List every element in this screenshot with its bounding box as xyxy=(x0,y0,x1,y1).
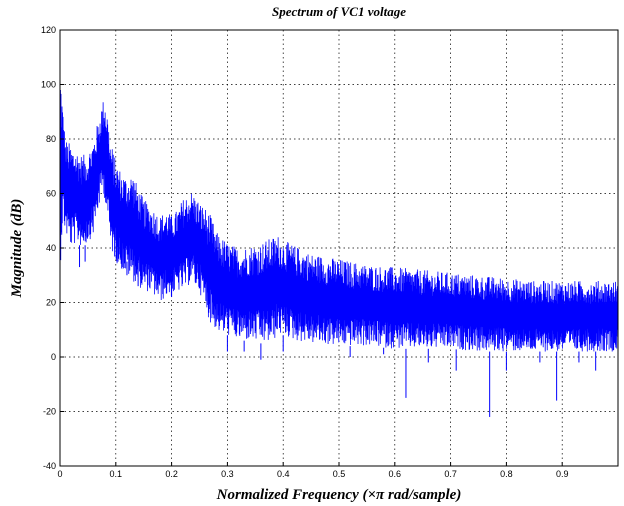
x-tick-label: 0.9 xyxy=(556,469,569,479)
x-tick-label: 0.3 xyxy=(221,469,234,479)
spectrum-series-line xyxy=(59,81,619,352)
x-tick-label: 0.2 xyxy=(165,469,178,479)
x-tick-label: 0.1 xyxy=(110,469,123,479)
axes-frame xyxy=(59,29,619,467)
axis-ticks: 0 0.1 0.2 0.3 0.4 0.5 0.6 0.7 0.8 0.9 -40 -20 0 20 40 6… xyxy=(41,25,568,479)
x-tick-label: 0.6 xyxy=(389,469,402,479)
y-tick-label: 120 xyxy=(41,25,56,35)
y-tick-label: 20 xyxy=(46,298,56,308)
y-tick-label: 100 xyxy=(41,80,56,90)
x-tick-label: 0.4 xyxy=(277,469,290,479)
plot-area xyxy=(59,81,619,417)
y-axis-label: Magnitude (dB) xyxy=(9,199,25,299)
y-tick-label: 80 xyxy=(46,134,56,144)
x-tick-label: 0.7 xyxy=(444,469,457,479)
y-tick-label: 0 xyxy=(51,352,56,362)
x-tick-label: 0.5 xyxy=(333,469,346,479)
y-tick-label: 40 xyxy=(46,243,56,253)
x-tick-label: 0 xyxy=(57,469,62,479)
y-tick-label: 60 xyxy=(46,189,56,199)
x-tick-label: 0.8 xyxy=(500,469,513,479)
chart-title: Spectrum of VC1 voltage xyxy=(272,4,406,19)
x-axis-label: Normalized Frequency (×π rad/sample) xyxy=(216,487,462,503)
y-tick-label: -20 xyxy=(43,407,56,417)
y-tick-label: -40 xyxy=(43,461,56,471)
